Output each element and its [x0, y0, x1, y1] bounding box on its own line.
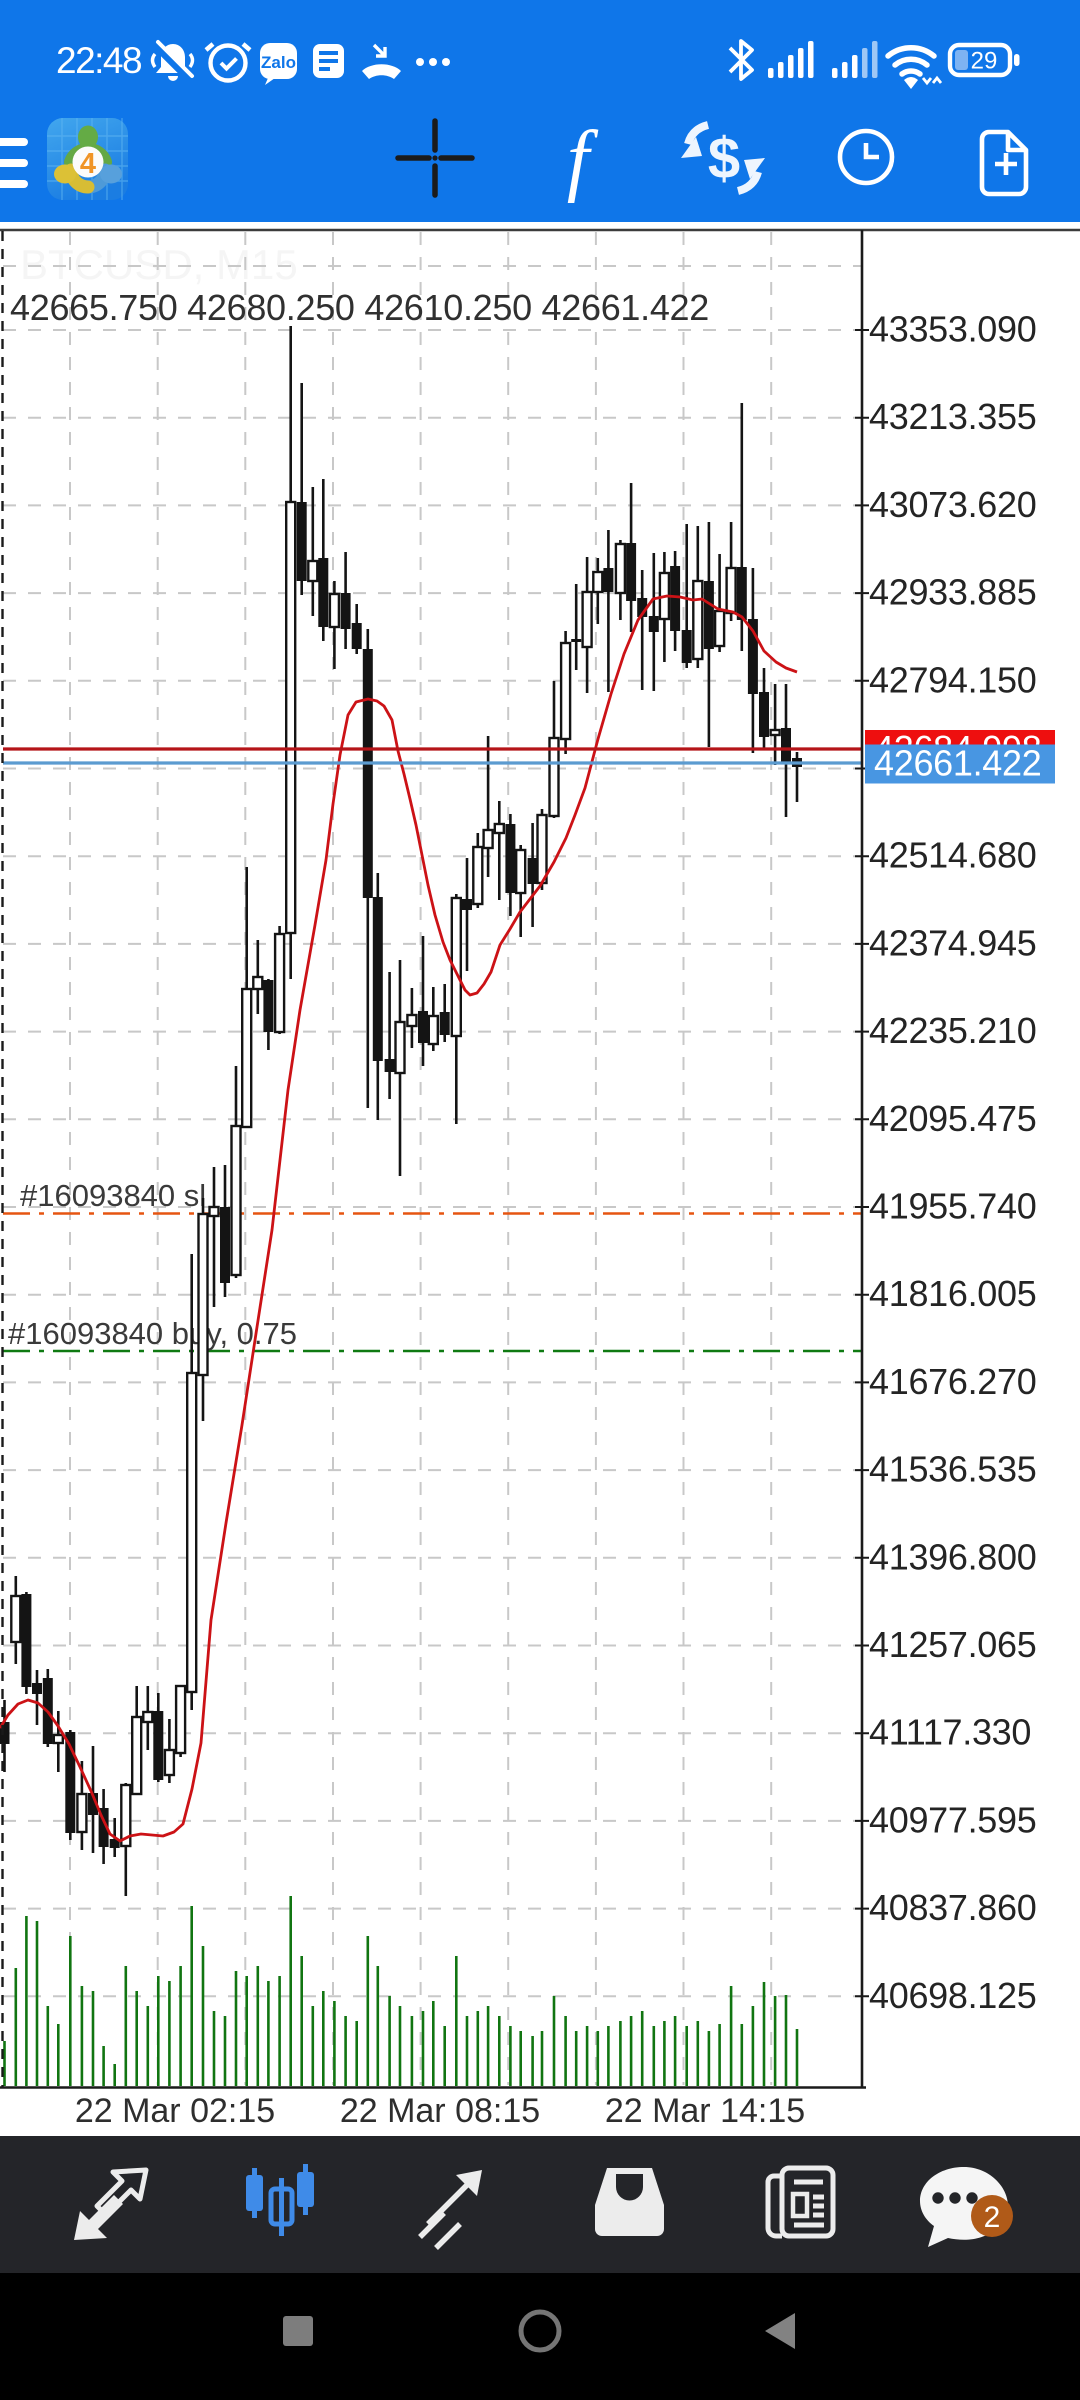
svg-text:BTCUSD, M15: BTCUSD, M15	[20, 241, 298, 288]
svg-text:41257.065: 41257.065	[869, 1624, 1036, 1665]
svg-text:#16093840 sl: #16093840 sl	[20, 1178, 206, 1213]
svg-text:42933.885: 42933.885	[869, 572, 1036, 613]
svg-text:22 Mar 02:15: 22 Mar 02:15	[75, 2092, 275, 2130]
svg-text:f: f	[567, 116, 599, 204]
svg-text:41676.270: 41676.270	[869, 1361, 1036, 1402]
svg-text:$: $	[708, 126, 740, 191]
svg-text:41536.535: 41536.535	[869, 1449, 1036, 1490]
svg-text:42095.475: 42095.475	[869, 1098, 1036, 1139]
svg-text:#16093840 buy, 0.75: #16093840 buy, 0.75	[8, 1316, 297, 1351]
svg-text:41117.330: 41117.330	[869, 1712, 1031, 1753]
svg-text:43213.355: 43213.355	[869, 396, 1036, 437]
svg-text:42661.422: 42661.422	[874, 743, 1041, 784]
svg-text:40698.125: 40698.125	[869, 1975, 1036, 2016]
svg-text:22 Mar 08:15: 22 Mar 08:15	[340, 2092, 540, 2130]
svg-text:40837.860: 40837.860	[869, 1887, 1036, 1928]
svg-text:42794.150: 42794.150	[869, 659, 1036, 700]
svg-text:29: 29	[971, 48, 998, 75]
svg-text:43073.620: 43073.620	[869, 484, 1036, 525]
svg-text:42235.210: 42235.210	[869, 1010, 1036, 1051]
svg-text:41816.005: 41816.005	[869, 1273, 1036, 1314]
svg-text:43353.090: 43353.090	[869, 309, 1036, 350]
svg-text:22 Mar 14:15: 22 Mar 14:15	[605, 2092, 805, 2130]
svg-text:4: 4	[80, 148, 96, 180]
svg-text:42514.680: 42514.680	[869, 835, 1036, 876]
svg-text:Zalo: Zalo	[261, 53, 296, 72]
svg-text:40977.595: 40977.595	[869, 1799, 1036, 1840]
svg-text:41955.740: 41955.740	[869, 1186, 1036, 1227]
svg-text:2: 2	[984, 2201, 1001, 2234]
svg-text:42665.750 42680.250 42610.250: 42665.750 42680.250 42610.250 42661.422	[10, 287, 709, 328]
svg-text:41396.800: 41396.800	[869, 1536, 1036, 1577]
svg-text:42374.945: 42374.945	[869, 922, 1036, 963]
